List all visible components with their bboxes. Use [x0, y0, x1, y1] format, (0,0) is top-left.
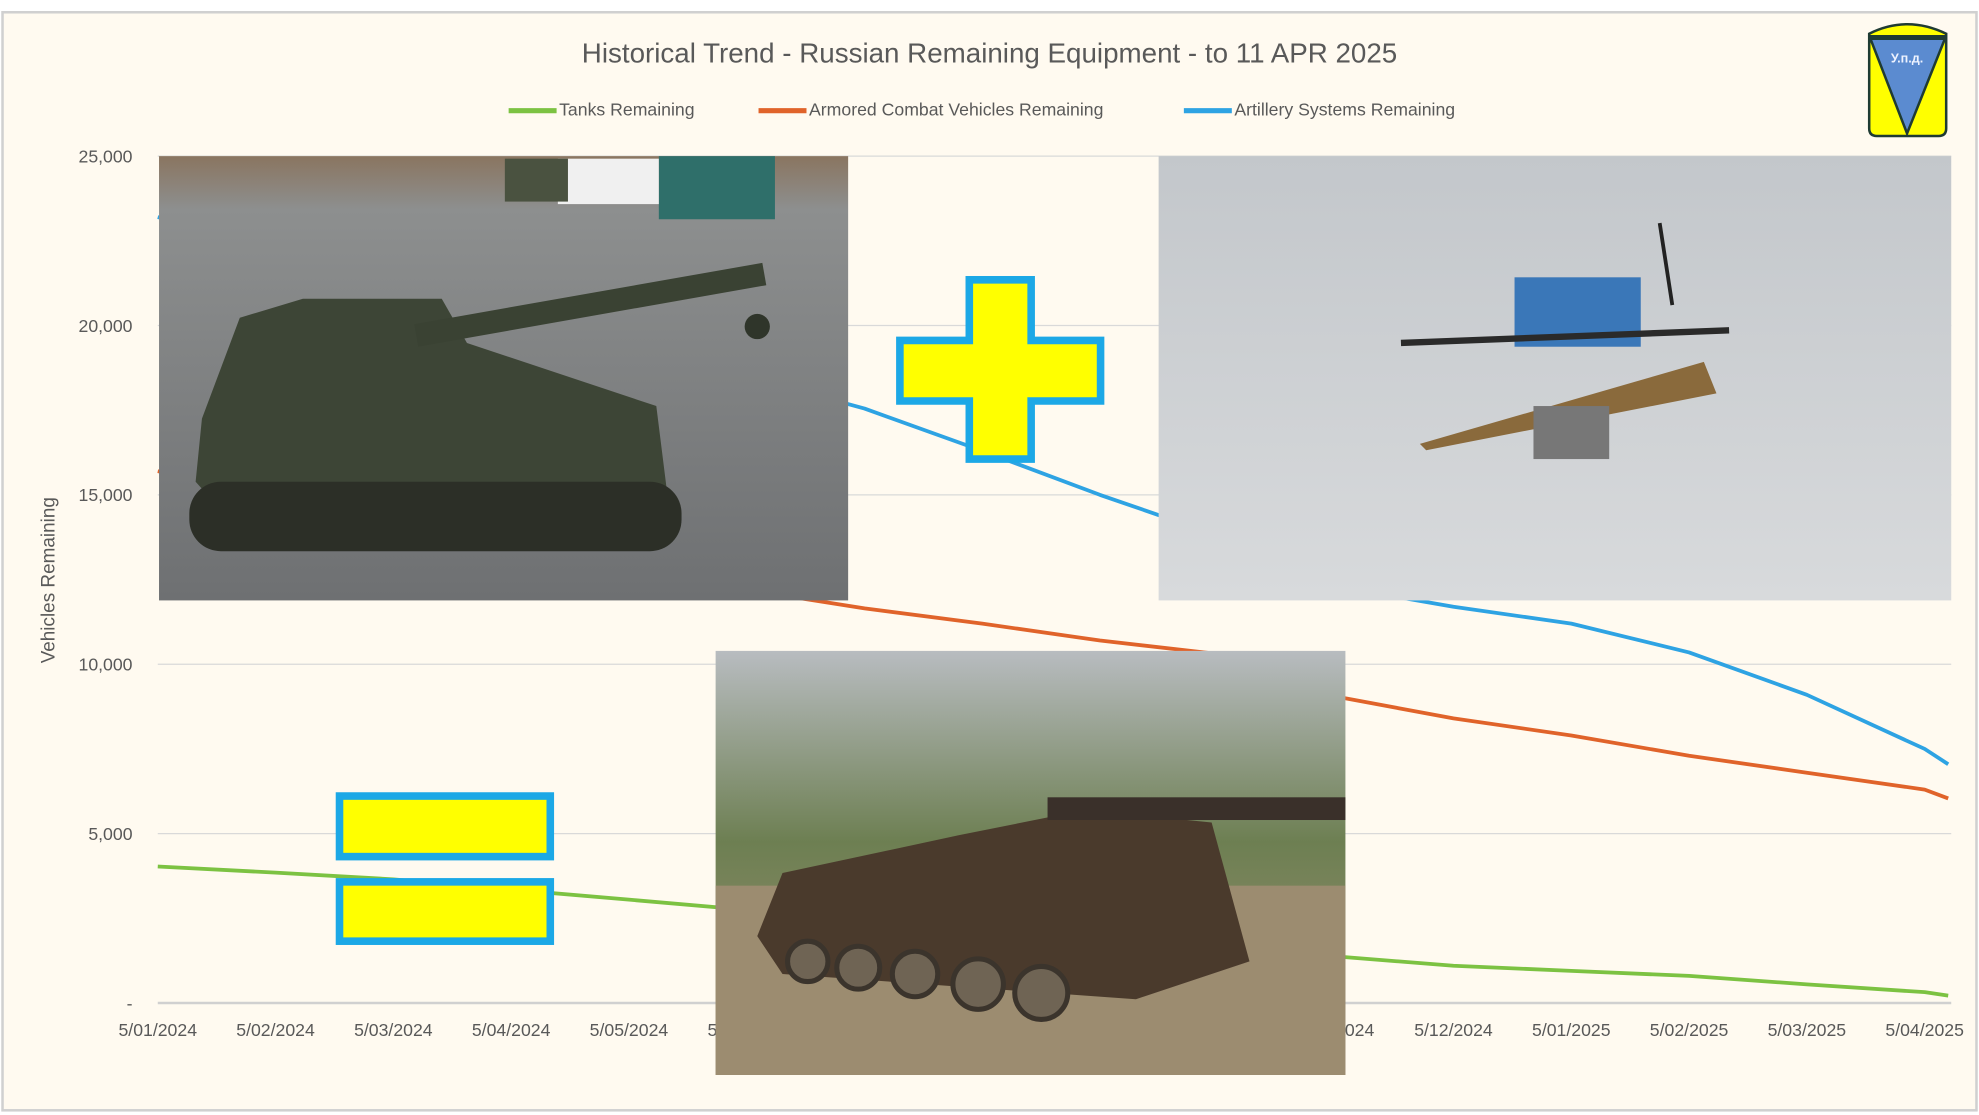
logo-text: У.п.д.: [1891, 52, 1923, 66]
y-tick-label: 20,000: [79, 316, 133, 336]
plus-sign: [896, 276, 1105, 463]
x-tick-label: 5/01/2025: [1532, 1020, 1611, 1040]
legend-label: Tanks Remaining: [559, 100, 694, 120]
x-tick-label: 5/02/2024: [236, 1020, 315, 1040]
fpv-drone-photo: [1158, 156, 1952, 601]
x-tick-label: 5/02/2025: [1650, 1020, 1729, 1040]
legend-label: Artillery Systems Remaining: [1234, 100, 1455, 120]
x-tick-label: 5/12/2024: [1414, 1020, 1493, 1040]
y-tick-label: 10,000: [79, 655, 133, 675]
x-tick-label: 5/04/2024: [472, 1020, 551, 1040]
y-axis-ticks: - 5,000 10,000 15,000 20,000 25,000: [79, 146, 133, 1013]
x-tick-label: 5/03/2025: [1768, 1020, 1847, 1040]
x-tick-label: 5/01/2024: [118, 1020, 197, 1040]
self-propelled-howitzer-photo: [159, 156, 849, 601]
x-tick-label: 5/04/2025: [1885, 1020, 1964, 1040]
chart-title: Historical Trend - Russian Remaining Equ…: [582, 38, 1397, 69]
y-tick-label: 5,000: [88, 824, 132, 844]
legend: Tanks Remaining Armored Combat Vehicles R…: [508, 100, 1455, 120]
y-tick-label: 25,000: [79, 146, 133, 166]
legend-label: Armored Combat Vehicles Remaining: [809, 100, 1103, 120]
x-tick-label: 5/03/2024: [354, 1020, 433, 1040]
x-tick-label: 5/05/2024: [590, 1020, 669, 1040]
y-axis-label: Vehicles Remaining: [38, 497, 59, 663]
destroyed-howitzer-photo: [715, 650, 1346, 1075]
y-tick-label: 15,000: [79, 485, 133, 505]
y-tick-label: -: [127, 993, 133, 1013]
equals-sign: [335, 792, 555, 945]
unit-logo: У.п.д.: [1867, 22, 1948, 138]
